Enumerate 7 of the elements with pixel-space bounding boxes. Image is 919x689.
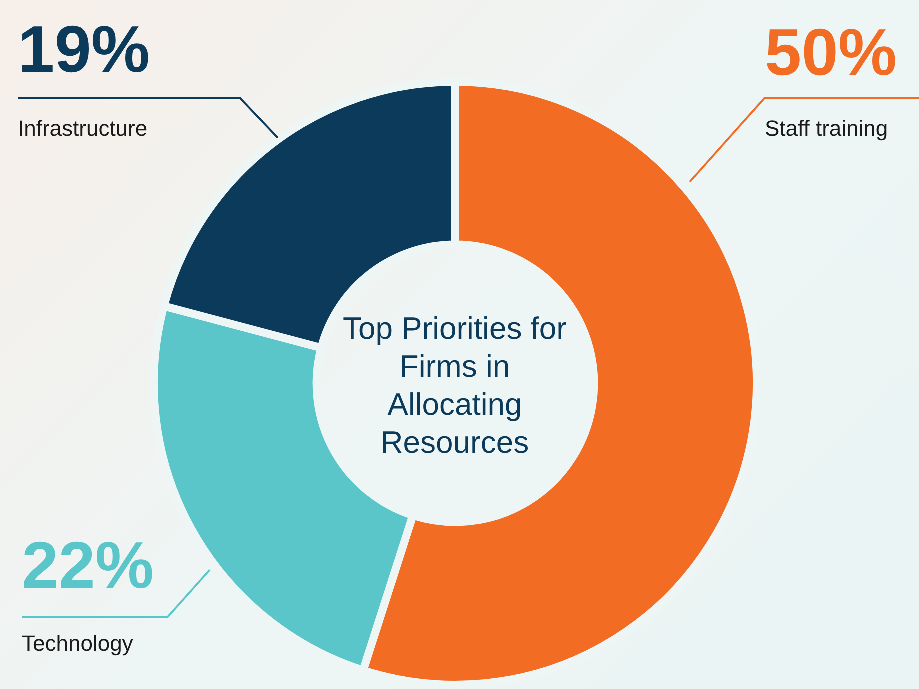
slice-label: Staff training bbox=[765, 116, 888, 141]
data-label: 22% bbox=[22, 528, 154, 602]
data-label: 50% bbox=[765, 15, 898, 89]
data-label: 19% bbox=[18, 12, 150, 86]
slice-label: Technology bbox=[22, 631, 134, 656]
slice-label: Infrastructure bbox=[18, 116, 148, 141]
text: Top Priorities for Firms in Allocating Resources bbox=[342, 310, 568, 462]
